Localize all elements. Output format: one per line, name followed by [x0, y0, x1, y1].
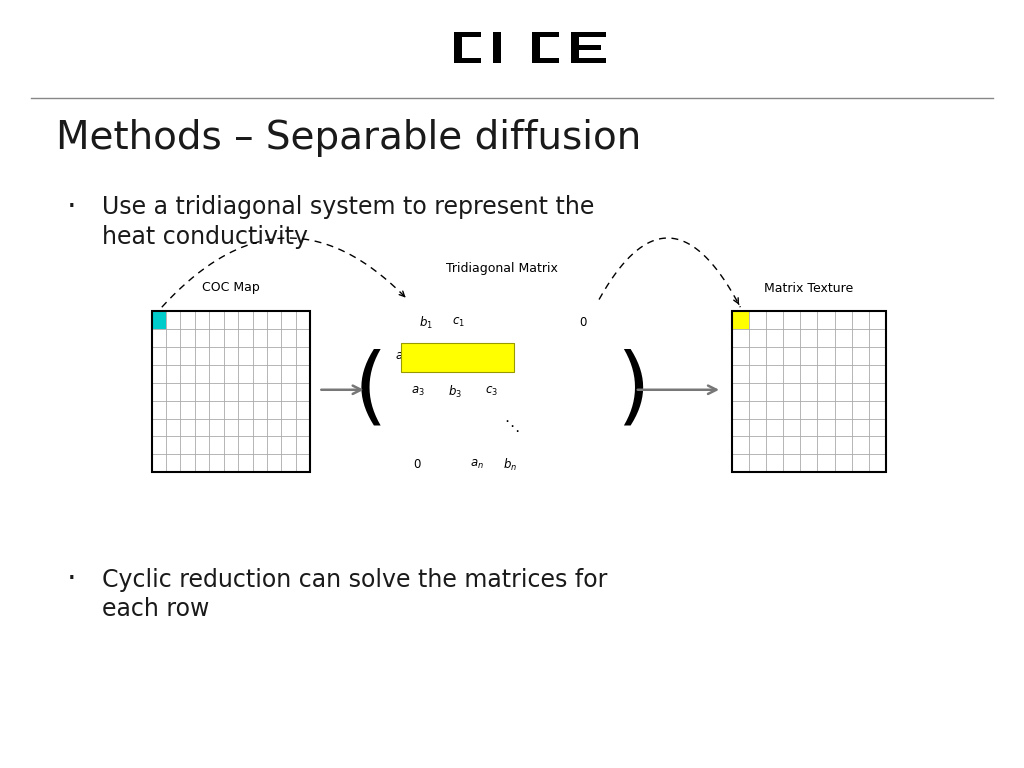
Text: Matrix Texture: Matrix Texture — [764, 282, 854, 294]
Bar — [532, 32, 559, 38]
Bar — [152, 311, 310, 472]
Text: Methods – Separable diffusion: Methods – Separable diffusion — [56, 119, 642, 157]
Text: $c_1$: $c_1$ — [453, 316, 465, 329]
Bar — [152, 311, 310, 472]
Text: $a_2$: $a_2$ — [394, 350, 409, 364]
Text: $\ddots$: $\ddots$ — [504, 419, 520, 434]
Bar — [732, 311, 886, 472]
Bar — [455, 58, 481, 63]
Bar — [571, 58, 606, 63]
Bar — [571, 45, 600, 50]
Text: Use a tridiagonal system to represent the: Use a tridiagonal system to represent th… — [102, 195, 595, 220]
Bar — [571, 32, 579, 63]
Text: heat conductivity: heat conductivity — [102, 224, 308, 249]
Bar — [532, 32, 540, 63]
Text: ): ) — [616, 348, 650, 432]
Text: $c_3$: $c_3$ — [485, 385, 498, 399]
Bar — [571, 32, 606, 38]
Text: $b_n$: $b_n$ — [503, 457, 517, 472]
Text: Tridiagonal Matrix: Tridiagonal Matrix — [445, 263, 558, 275]
Bar — [494, 32, 501, 63]
Text: Cyclic reduction can solve the matrices for: Cyclic reduction can solve the matrices … — [102, 568, 608, 592]
Bar — [732, 311, 886, 472]
Text: $a_3$: $a_3$ — [411, 385, 425, 399]
Text: $0$: $0$ — [414, 458, 422, 471]
Text: $b_1$: $b_1$ — [419, 315, 433, 330]
Text: $a_n$: $a_n$ — [470, 458, 484, 472]
Text: $b_3$: $b_3$ — [447, 384, 462, 399]
Bar — [455, 32, 462, 63]
Text: $0$: $0$ — [580, 316, 588, 329]
Bar — [401, 343, 514, 372]
Text: each row: each row — [102, 597, 210, 621]
Bar — [152, 311, 166, 329]
Text: (: ( — [353, 348, 387, 432]
Text: $c_2$: $c_2$ — [469, 350, 481, 364]
Bar — [455, 32, 481, 38]
Text: $b_2$: $b_2$ — [431, 349, 445, 365]
Text: COC Map: COC Map — [202, 282, 260, 294]
Text: ·: · — [67, 193, 77, 222]
Bar — [732, 311, 750, 329]
Bar — [532, 58, 559, 63]
Text: ·: · — [67, 565, 77, 594]
